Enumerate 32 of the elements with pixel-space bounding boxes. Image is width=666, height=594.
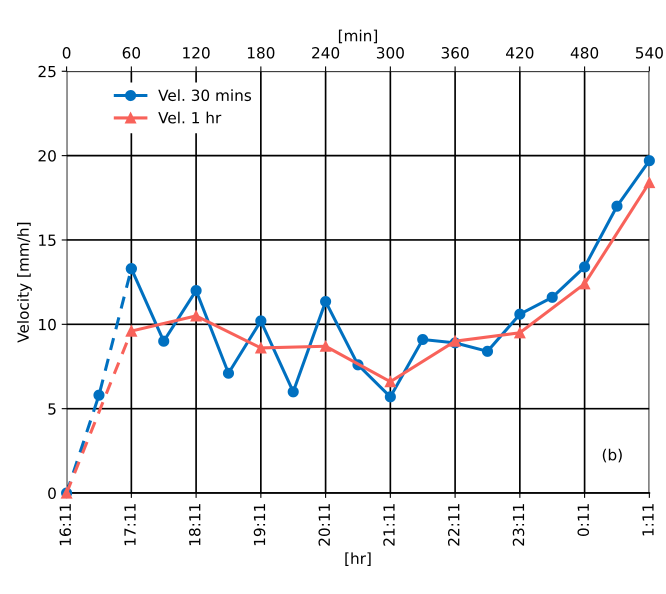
x-tick-label: 22:11 [448,504,460,546]
x2-tick-label: 0 [62,47,70,59]
x-tick-label: 17:11 [124,504,136,546]
x-tick-label: 19:11 [254,504,266,546]
x-axis-title: [hr] [345,552,371,566]
x-tick-label: 23:11 [512,504,524,546]
x2-tick-label: 540 [636,47,663,59]
x2-tick-label: 60 [122,47,140,59]
x2-tick-label: 420 [506,47,534,59]
x-tick-label: 16:11 [59,504,72,546]
y-tick-label: 0 [48,487,56,500]
y-tick-label: 20 [38,150,56,162]
y-tick-label: 25 [38,66,56,78]
legend-label: Vel. 1 hr [158,112,222,124]
x-tick-label: 20:11 [318,504,330,546]
x2-tick-label: 180 [248,47,274,59]
x2-tick-label: 360 [442,47,469,59]
y-tick-label: 15 [39,234,56,246]
x2-tick-label: 120 [183,47,210,59]
x2-tick-label: 300 [376,47,404,59]
x-tick-label: 21:11 [383,504,395,546]
x-tick-label: 0:11 [577,504,590,536]
x-tick-label: 18:11 [188,504,201,546]
y-tick-label: 5 [48,403,56,415]
x-tick-label: 1:11 [642,504,654,536]
y-axis-title: Velocity [mm/h] [17,222,32,343]
x2-axis-title: [min] [338,30,378,44]
annotation: (b) [602,448,622,462]
y-tick-label: 10 [39,318,56,330]
legend-label: Vel. 30 mins [158,89,252,102]
x2-tick-label: 480 [570,47,598,59]
x2-tick-label: 240 [312,47,340,59]
